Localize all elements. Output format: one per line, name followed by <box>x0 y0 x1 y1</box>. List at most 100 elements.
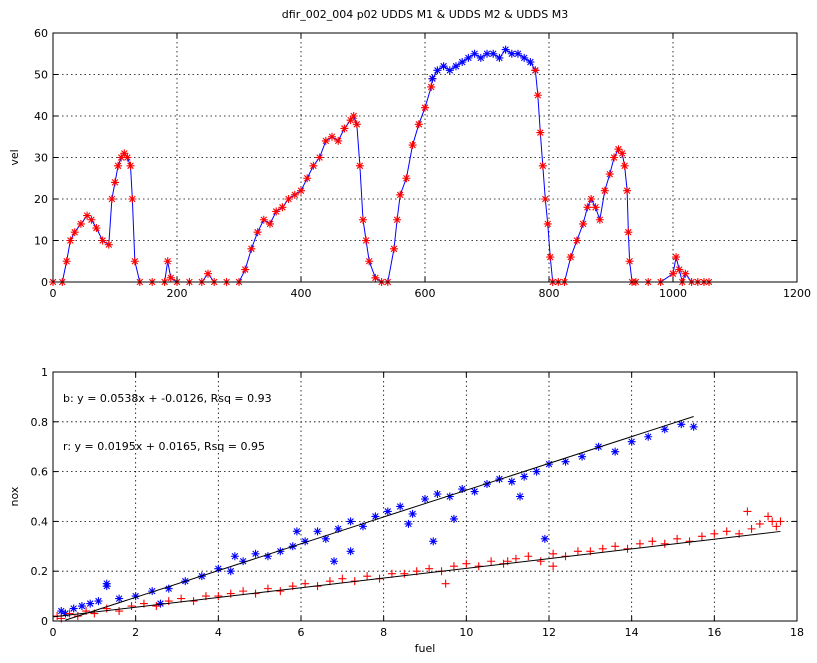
data-point <box>441 579 450 588</box>
data-point <box>611 542 620 551</box>
data-point <box>587 195 596 203</box>
y-tick-label: 10 <box>34 235 48 248</box>
data-point <box>545 460 553 469</box>
data-point <box>566 253 575 262</box>
data-point <box>561 457 570 466</box>
data-point <box>214 592 223 601</box>
nox-fuel-panel: 0 2 4 6 8 10 12 14 16 18 0 0.2 0.4 0.6 0.8 1 nox fuel b: y… <box>8 366 804 655</box>
data-point <box>520 472 529 481</box>
data-point <box>83 211 92 220</box>
y-tick-label: 1 <box>41 366 48 379</box>
data-point <box>536 128 545 137</box>
data-point <box>531 66 540 75</box>
data-point <box>301 579 310 588</box>
fit-annotation: b: y = 0.0538x + -0.0126, Rsq = 0.93 <box>63 392 272 405</box>
data-point <box>393 215 402 224</box>
data-point <box>362 236 371 245</box>
data-point <box>764 512 773 521</box>
data-point <box>710 529 719 538</box>
x-tick-label: 1000 <box>659 287 687 300</box>
data-point <box>107 195 116 203</box>
data-point <box>346 517 355 526</box>
x-tick-label: 16 <box>707 626 721 639</box>
data-point <box>66 236 75 245</box>
data-point <box>251 549 260 558</box>
data-point <box>425 564 434 573</box>
data-point <box>610 153 619 162</box>
data-point <box>292 527 301 536</box>
figure-title: dfir_002_004 p02 UDDS M1 & UDDS M2 & UDD… <box>282 8 568 21</box>
data-point <box>166 273 175 282</box>
y-tick-label: 0.8 <box>31 416 49 429</box>
data-point <box>428 74 437 83</box>
data-point <box>87 215 96 224</box>
data-point <box>130 257 139 266</box>
data-point <box>241 265 250 274</box>
data-point <box>102 579 111 588</box>
data-point <box>69 604 78 613</box>
data-point <box>402 174 411 183</box>
data-point <box>524 552 533 561</box>
data-point <box>600 186 609 195</box>
data-point <box>321 136 330 145</box>
data-point <box>98 236 107 245</box>
data-point <box>164 584 173 593</box>
data-point <box>458 58 467 67</box>
data-point <box>470 487 479 496</box>
y-axis-label: vel <box>8 149 21 165</box>
x-tick-label: 0 <box>50 626 57 639</box>
data-point <box>61 609 70 618</box>
data-point <box>70 228 79 237</box>
data-point <box>92 224 101 233</box>
data-point <box>648 537 657 546</box>
data-point <box>65 609 74 618</box>
data-point <box>120 149 129 158</box>
data-point <box>309 161 318 170</box>
data-point <box>427 82 436 91</box>
data-point <box>278 203 287 212</box>
data-point <box>390 244 398 253</box>
data-point <box>660 425 669 434</box>
data-point <box>359 215 367 224</box>
data-point <box>76 219 85 228</box>
data-point <box>152 602 161 611</box>
x-tick-label: 1200 <box>783 287 811 300</box>
fit-annotation: r: y = 0.0195x + 0.0165, Rsq = 0.95 <box>63 440 265 453</box>
data-point <box>239 587 248 596</box>
data-point <box>303 174 312 183</box>
data-point <box>62 257 71 266</box>
data-point <box>507 49 516 58</box>
data-point <box>102 604 111 613</box>
data-point <box>156 599 165 608</box>
data-point <box>126 161 135 170</box>
data-point <box>520 53 529 62</box>
data-point <box>594 442 603 451</box>
data-point <box>321 534 330 543</box>
data-point <box>755 519 764 528</box>
y-tick-label: 30 <box>34 152 48 165</box>
x-tick-label: 2 <box>132 626 139 639</box>
data-point <box>359 522 367 531</box>
data-point <box>669 269 677 278</box>
data-point <box>605 170 614 179</box>
data-point <box>511 554 520 563</box>
data-point <box>487 557 496 566</box>
data-point <box>495 53 504 62</box>
data-point <box>365 257 374 266</box>
data-point <box>313 527 322 536</box>
data-point <box>644 432 653 441</box>
data-point <box>94 597 103 606</box>
data-point <box>536 557 545 566</box>
y-tick-label: 0.6 <box>31 466 49 479</box>
data-point <box>408 141 417 150</box>
data-point <box>117 153 126 162</box>
data-point <box>449 514 458 523</box>
y-tick-label: 40 <box>34 110 48 123</box>
data-point <box>627 437 636 446</box>
x-tick-label: 0 <box>50 287 57 300</box>
data-point <box>516 492 525 501</box>
data-point <box>297 186 305 195</box>
y-tick-label: 60 <box>34 27 48 40</box>
data-point <box>573 547 582 556</box>
data-point <box>776 517 785 526</box>
